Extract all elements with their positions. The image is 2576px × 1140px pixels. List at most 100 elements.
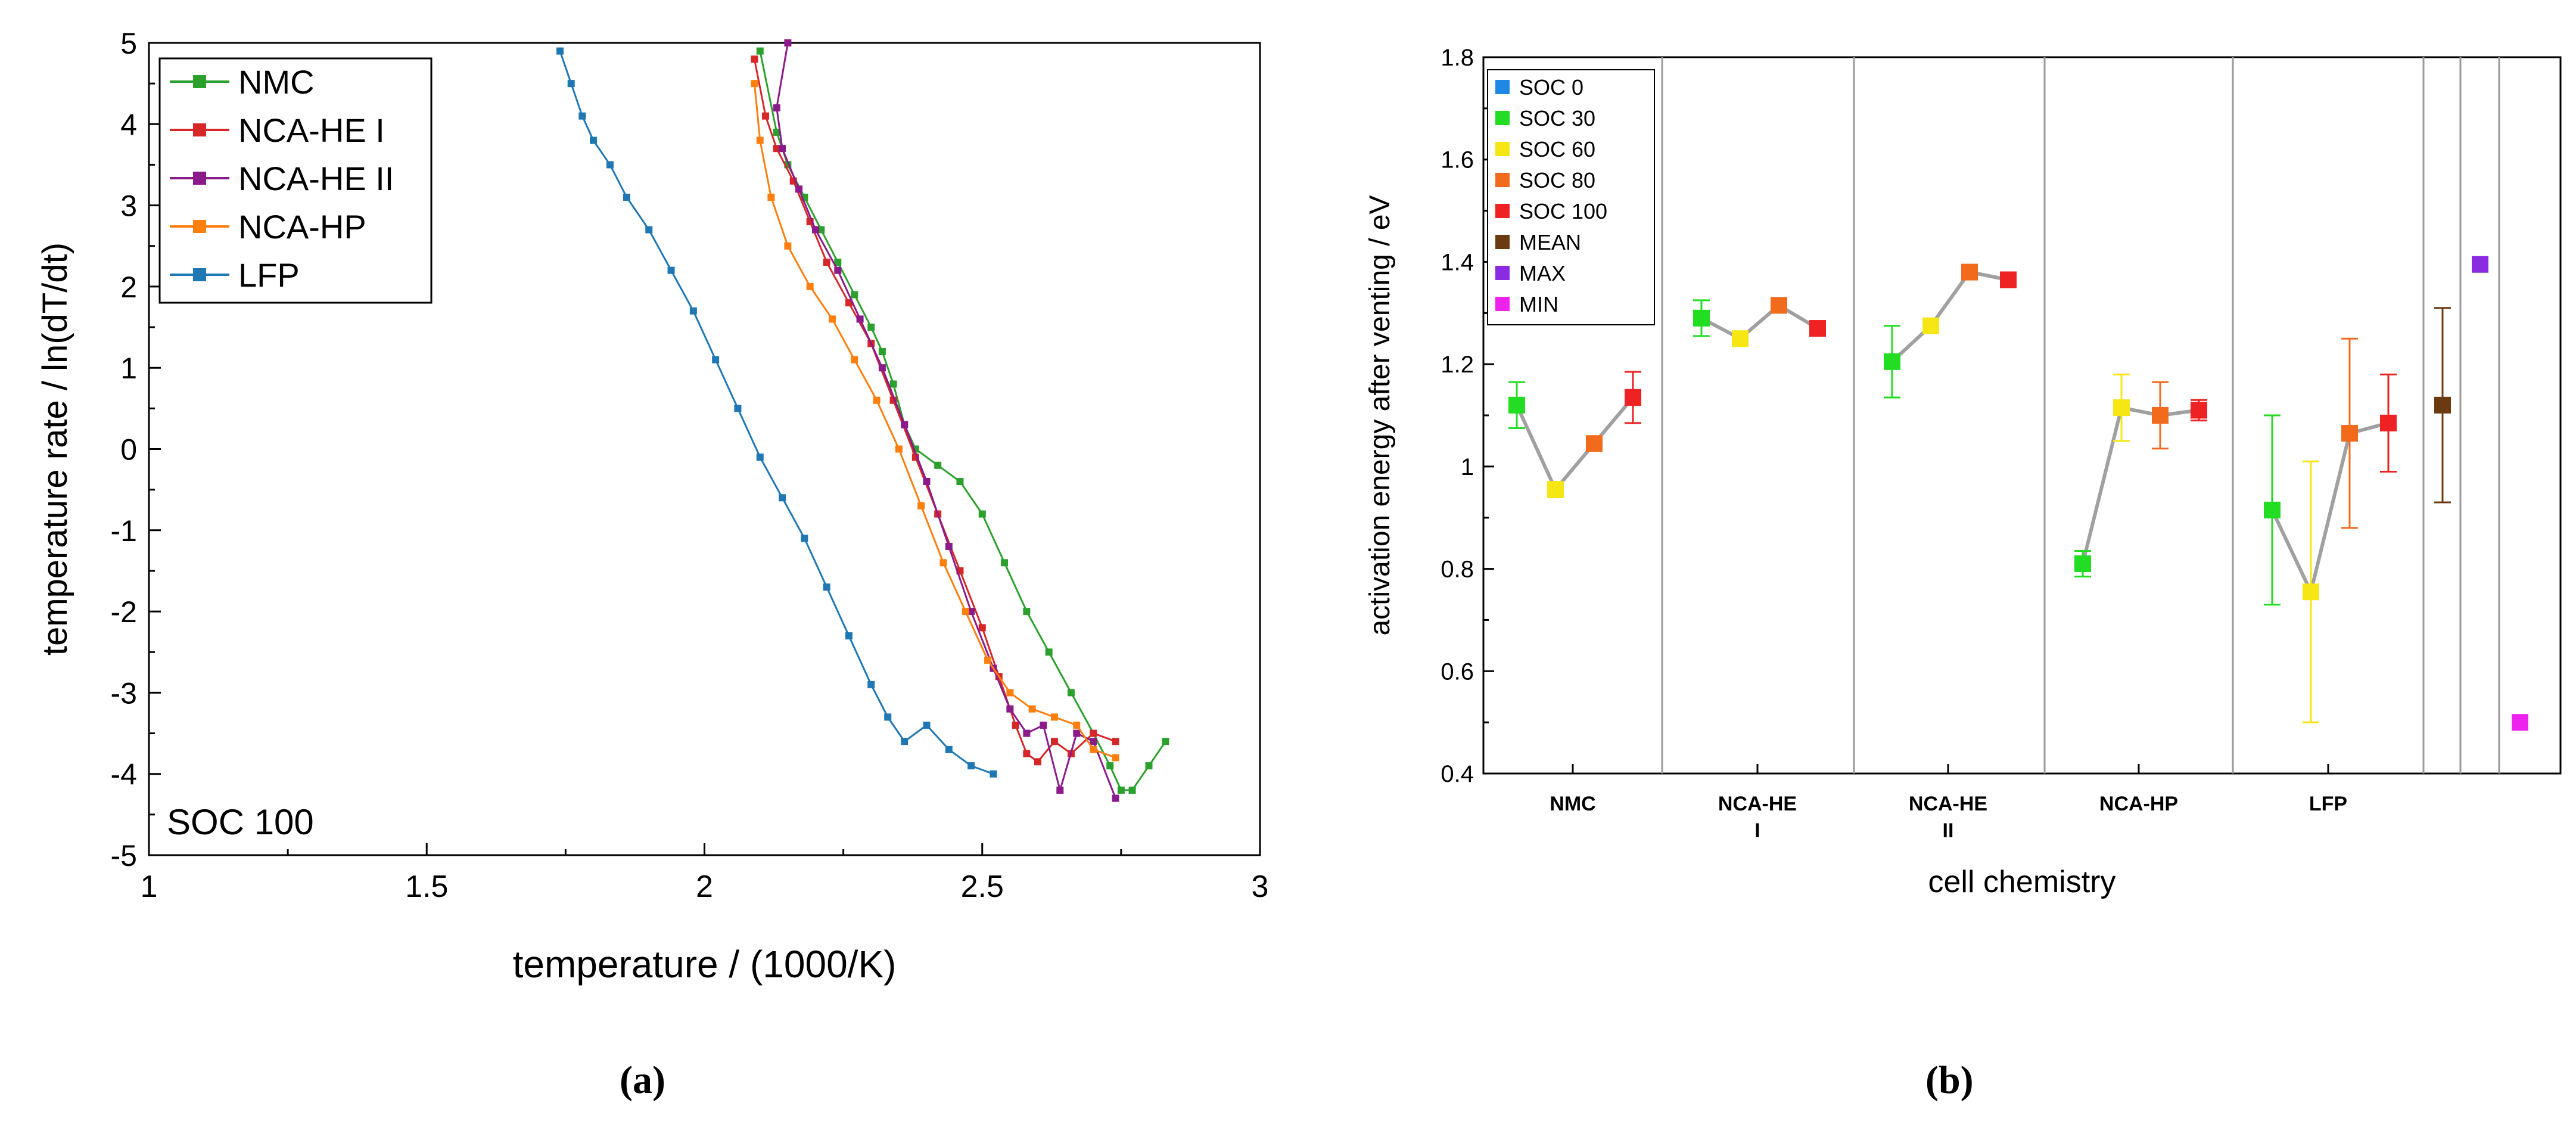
- series-line: [753, 83, 1116, 759]
- data-point: [2341, 425, 2358, 442]
- data-point: [1106, 762, 1114, 770]
- data-point: [1050, 713, 1058, 721]
- data-point: [756, 47, 764, 55]
- legend-label: SOC 80: [1519, 168, 1595, 192]
- legend-label: MIN: [1519, 292, 1558, 316]
- data-point: [1128, 786, 1136, 794]
- data-point: [856, 315, 864, 323]
- data-point: [1090, 729, 1097, 737]
- data-point: [1073, 729, 1081, 737]
- legend-swatch: [1495, 111, 1510, 125]
- data-point: [2074, 555, 2091, 572]
- summary-min: [2512, 714, 2528, 731]
- data-point: [2472, 256, 2488, 273]
- data-point: [1028, 705, 1036, 713]
- data-point: [567, 80, 575, 88]
- data-point: [1884, 353, 1900, 370]
- legend-swatch-marker: [193, 123, 206, 136]
- legend-swatch: [1495, 142, 1510, 156]
- data-point: [845, 632, 853, 639]
- y-tick-label-a: -4: [111, 758, 137, 791]
- legend-swatch-marker: [193, 75, 206, 88]
- summary-mean: [2434, 307, 2451, 504]
- data-point: [978, 624, 986, 632]
- y-tick-label-a: -3: [111, 676, 137, 710]
- data-point: [884, 713, 892, 721]
- data-point: [773, 145, 780, 153]
- data-point: [1586, 435, 1603, 452]
- y-tick-label-a: 0: [120, 433, 137, 467]
- y-tick-label-b: 0.6: [1441, 658, 1474, 685]
- data-point: [1045, 648, 1053, 656]
- data-point: [867, 324, 875, 331]
- data-point: [834, 259, 842, 266]
- data-point: [917, 502, 925, 510]
- legend-b: SOC 0 SOC 30 SOC 60 SOC 80 SOC 100 MEAN MAX MIN: [1487, 69, 1655, 325]
- data-point: [867, 681, 875, 688]
- data-point: [734, 405, 742, 412]
- data-point: [934, 461, 942, 469]
- legend-swatch: [1495, 173, 1510, 187]
- data-point: [773, 104, 780, 112]
- data-point: [2303, 583, 2319, 601]
- data-point: [967, 608, 975, 616]
- data-point: [878, 347, 886, 355]
- data-point: [1034, 758, 1041, 766]
- x-tick-label-a: 2: [696, 869, 713, 904]
- x-tick-label-a: 1: [141, 869, 158, 904]
- legend-label: SOC 30: [1519, 106, 1595, 131]
- series-nmc: [756, 47, 1169, 794]
- data-point: [751, 80, 758, 88]
- x-axis-title-a: temperature / (1000/K): [513, 943, 897, 986]
- data-point: [889, 380, 897, 388]
- group-nca-he-i: [1693, 297, 1826, 347]
- y-tick-label-a: 3: [120, 190, 137, 223]
- legend-swatch-marker: [193, 220, 206, 233]
- series-lfp: [556, 47, 997, 778]
- annotation-soc: SOC 100: [167, 802, 314, 842]
- data-point: [978, 510, 986, 518]
- data-point: [895, 445, 903, 453]
- summary-max: [2472, 256, 2488, 273]
- group-lfp: [2264, 337, 2397, 723]
- data-point: [2434, 396, 2451, 414]
- data-point: [1162, 738, 1169, 745]
- data-point: [1006, 705, 1014, 713]
- legend-swatch-marker: [193, 172, 206, 185]
- legend-swatch: [1495, 204, 1510, 218]
- data-point: [1771, 297, 1787, 314]
- data-point: [1145, 762, 1153, 770]
- legend-swatch: [1495, 297, 1510, 311]
- data-point: [1023, 608, 1031, 616]
- y-axis-title-b: activation energy after venting / eV: [1364, 195, 1396, 635]
- data-point: [1508, 396, 1525, 414]
- data-point: [923, 478, 931, 486]
- legend-label: SOC 0: [1519, 75, 1583, 100]
- series-nca-he-i: [751, 55, 1119, 766]
- x-tick-label-a: 1.5: [405, 869, 448, 904]
- data-point: [1112, 754, 1119, 762]
- data-point: [667, 266, 675, 274]
- y-tick-label-a: 5: [120, 27, 137, 60]
- data-point: [845, 299, 853, 307]
- y-tick-label-b: 1.2: [1441, 352, 1474, 378]
- data-point: [1056, 786, 1064, 794]
- data-point: [623, 193, 630, 201]
- data-point: [2512, 714, 2528, 731]
- data-point: [851, 291, 858, 299]
- y-tick-label-a: -2: [111, 595, 137, 629]
- data-point: [1006, 689, 1014, 697]
- data-point: [823, 583, 830, 591]
- data-point: [784, 242, 792, 250]
- legend-label: NCA-HP: [238, 208, 366, 246]
- group-connector-line: [1700, 303, 1819, 341]
- series-line: [759, 51, 1166, 791]
- data-point: [756, 453, 764, 461]
- data-point: [712, 356, 720, 364]
- data-point: [590, 136, 597, 144]
- data-point: [878, 364, 886, 372]
- data-point: [2152, 407, 2169, 424]
- data-point: [2113, 399, 2130, 417]
- data-point: [962, 608, 969, 616]
- y-tick-label-b: 1.4: [1441, 249, 1474, 275]
